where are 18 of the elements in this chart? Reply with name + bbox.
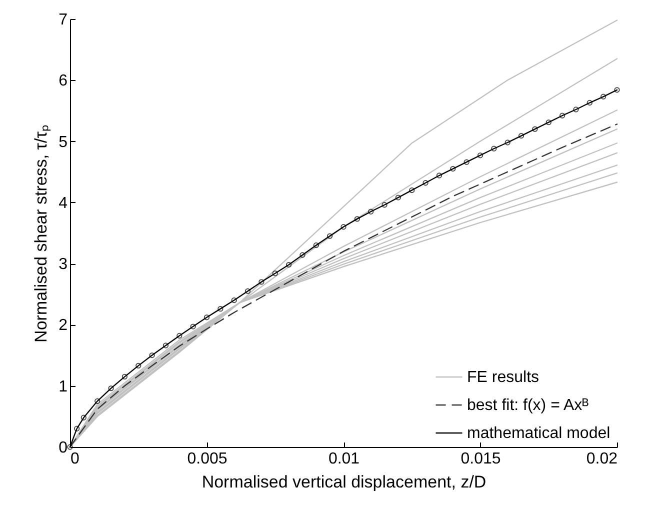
y-tick-label: 2 (58, 317, 68, 334)
legend-label: FE results (467, 369, 540, 386)
y-tick-label: 7 (58, 12, 68, 28)
y-tick-label: 3 (58, 256, 68, 274)
x-tick-label: 0.015 (460, 450, 501, 468)
legend-label: best fit: f(x) = Axᴮ (467, 397, 590, 414)
y-tick-label: 0 (58, 440, 68, 456)
y-tick-label: 5 (58, 134, 68, 151)
y-tick-label: 6 (58, 72, 68, 90)
x-tick-label: 0.01 (328, 450, 360, 468)
y-axis-title: Normalised shear stress, τ/τₚ (32, 124, 52, 342)
x-tick-label: 0.005 (187, 450, 228, 468)
x-tick-label: 0.02 (586, 450, 618, 468)
legend-label: mathematical model (467, 425, 610, 442)
y-tick-label: 1 (58, 378, 68, 396)
x-tick-label: 0 (70, 450, 80, 468)
y-tick-label: 4 (58, 194, 68, 212)
x-axis-title: Normalised vertical displacement, z/D (202, 472, 486, 492)
